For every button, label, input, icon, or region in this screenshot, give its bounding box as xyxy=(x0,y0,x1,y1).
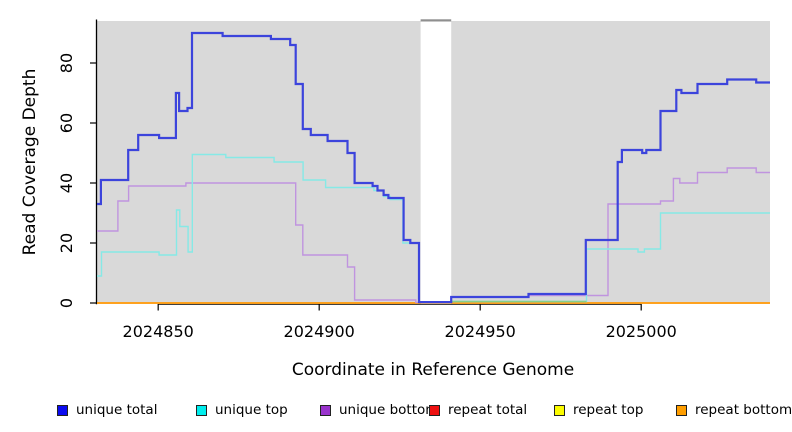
series-unique-top xyxy=(97,153,770,303)
masked-region-cap xyxy=(420,19,452,22)
x-tick-label: 2024850 xyxy=(123,322,194,341)
y-tick-label: 20 xyxy=(57,233,76,253)
y-axis-title: Read Coverage Depth xyxy=(20,68,40,256)
series-unique-total xyxy=(97,31,770,304)
x-tick-label: 2024950 xyxy=(445,322,516,341)
x-tick-label: 2025000 xyxy=(606,322,677,341)
y-tick-label: 80 xyxy=(57,53,76,73)
x-axis-title: Coordinate in Reference Genome xyxy=(291,360,575,380)
y-tick-label: 60 xyxy=(57,113,76,133)
y-tick-label: 40 xyxy=(57,173,76,193)
y-tick-label: 0 xyxy=(57,298,76,308)
masked-region xyxy=(420,21,452,304)
x-tick-label: 2024900 xyxy=(284,322,355,341)
